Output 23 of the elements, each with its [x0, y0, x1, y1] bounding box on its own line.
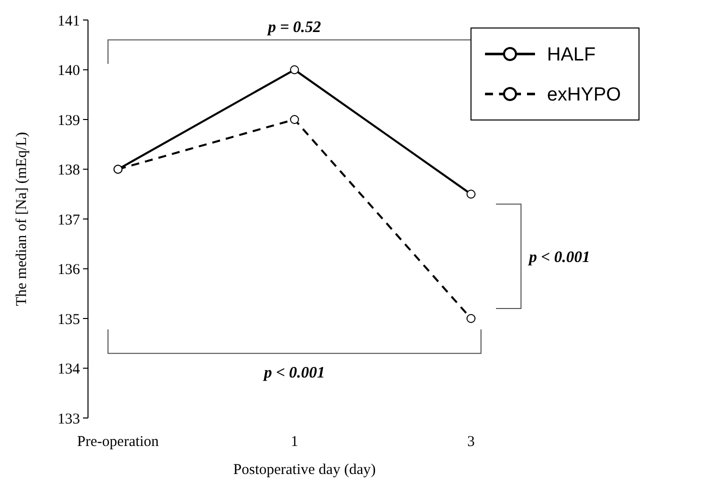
- y-tick-label: 139: [58, 112, 80, 129]
- y-tick-label: 141: [58, 13, 80, 30]
- point: [466, 190, 476, 199]
- y-tick-label: 135: [58, 312, 80, 328]
- annotation: p = 0.52: [266, 18, 322, 36]
- y-axis-title: The median of [Na] (mEq/L): [14, 132, 30, 306]
- point: [290, 115, 299, 124]
- y-tick-label: 138: [58, 162, 80, 178]
- x-axis-title: Postoperative day (day): [233, 462, 376, 478]
- x-tick-label: 3: [467, 434, 475, 450]
- x-tick-label: 1: [290, 434, 298, 450]
- y-tick-label: 134: [58, 362, 80, 378]
- point: [466, 314, 476, 323]
- x-tick-label: Pre-operation: [77, 434, 160, 450]
- y-tick-label: 140: [58, 63, 80, 79]
- y-tick-label: 136: [58, 262, 80, 278]
- annotation: p < 0.001: [262, 364, 326, 382]
- legend-label: exHYPO: [547, 84, 621, 106]
- y-tick-label: 133: [58, 411, 80, 428]
- point: [290, 65, 299, 74]
- y-tick-label: 137: [58, 212, 80, 228]
- legend-label: HALF: [547, 44, 596, 66]
- text: p < 0.001: [527, 248, 590, 266]
